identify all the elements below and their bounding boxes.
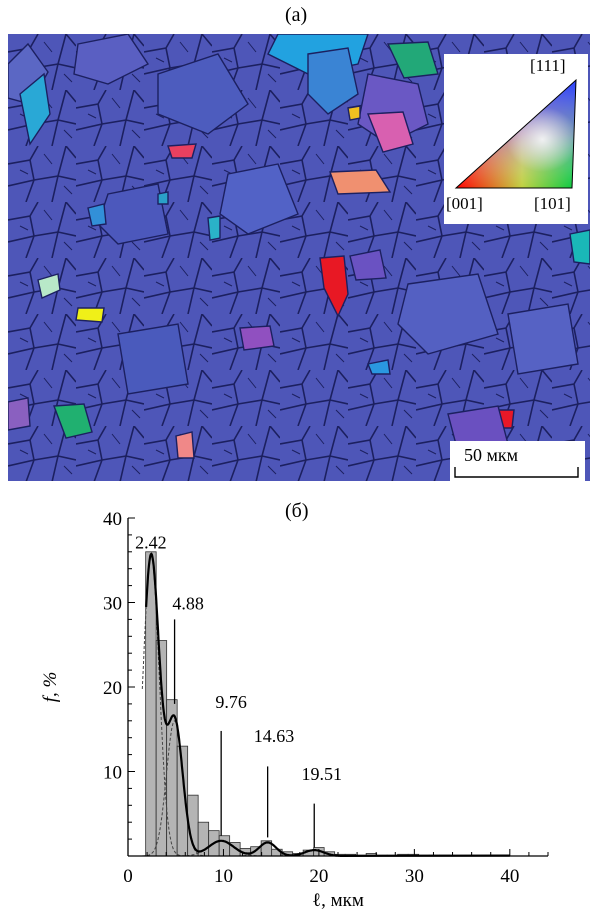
legend-label-111: [111] bbox=[530, 56, 566, 75]
peak-label: 19.51 bbox=[302, 764, 343, 784]
peak-label: 2.42 bbox=[135, 532, 167, 552]
panel-a-label: (a) bbox=[285, 4, 308, 26]
y-tick-label: 30 bbox=[103, 594, 122, 615]
length-histogram-chart: 2.42 4.88 9.76 14.63 19.51 0 10 20 30 40 10 20 30 40… bbox=[40, 509, 549, 911]
x-axis-label: ℓ, мкм bbox=[312, 890, 364, 911]
fit-curve bbox=[145, 552, 510, 857]
legend-label-101: [101] bbox=[534, 194, 571, 213]
y-axis-label: f, % bbox=[40, 672, 61, 703]
scale-bar-label: 50 мкм bbox=[464, 445, 519, 465]
scale-bar: 50 мкм bbox=[450, 441, 585, 481]
y-tick-label: 20 bbox=[103, 678, 122, 699]
y-tick-label: 10 bbox=[103, 763, 122, 784]
y-tick-label: 40 bbox=[103, 509, 122, 530]
peak-label: 9.76 bbox=[215, 692, 247, 712]
legend-label-001: [001] bbox=[446, 194, 483, 213]
x-tick-label: 10 bbox=[214, 866, 233, 887]
histogram-bar bbox=[218, 835, 231, 857]
peak-label: 4.88 bbox=[172, 593, 204, 613]
peak-label: 14.63 bbox=[254, 726, 295, 746]
x-tick-label: 20 bbox=[309, 866, 328, 887]
x-tick-label: 0 bbox=[123, 866, 133, 887]
orientation-color-legend: [111] [001] [101] bbox=[444, 54, 588, 224]
panel-b-label: (б) bbox=[285, 500, 309, 522]
fit-component-curve bbox=[142, 720, 207, 857]
x-tick-label: 40 bbox=[500, 866, 519, 887]
x-tick-label: 30 bbox=[405, 866, 424, 887]
